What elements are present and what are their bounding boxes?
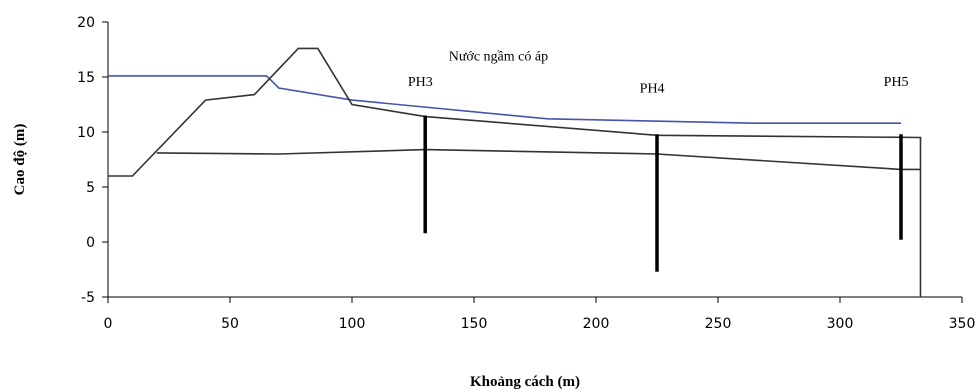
y-tick-label: -5 [81,290,95,306]
y-tick-label: 0 [86,235,95,251]
label-layer: PH3 PH4 PH5 Nước ngầm có áp [408,50,909,97]
series-line-2 [108,47,922,297]
x-tick-label: 50 [221,316,239,332]
borehole-label: PH3 [408,75,433,90]
x-tick-label: 250 [705,316,732,332]
borehole-layer [423,115,903,272]
series-line-1 [108,75,901,124]
annotation-label: Nước ngầm có áp [449,50,548,65]
y-axis-title: Cao độ (m) [12,124,28,196]
y-tick-label: 20 [77,15,95,31]
y-tick-label: 5 [86,180,95,196]
x-tick-label: 100 [339,316,366,332]
series-layer [108,47,922,297]
y-tick-label: 10 [77,125,95,141]
x-tick-label: 200 [583,316,610,332]
x-tick-label: 300 [827,316,854,332]
borehole-label: PH4 [640,81,665,96]
x-tick-label: 0 [104,316,113,332]
borehole-label: PH5 [884,75,909,90]
x-tick-label: 350 [949,316,976,332]
x-tick-label: 150 [461,316,488,332]
x-axis-title: Khoảng cách (m) [470,374,580,390]
series-line-3 [156,148,921,171]
y-tick-label: 15 [77,70,95,86]
